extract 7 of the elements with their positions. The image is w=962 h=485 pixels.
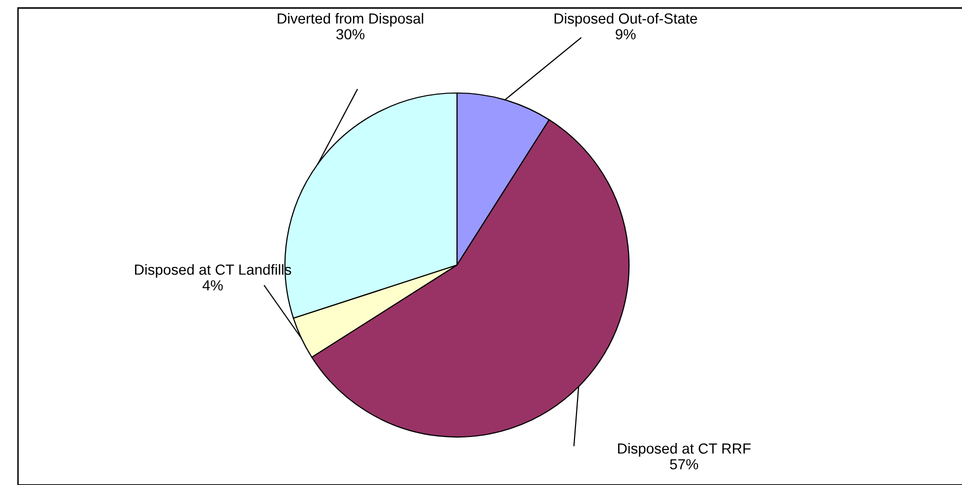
- data-label: 57%: [670, 459, 698, 470]
- slice-label: Disposed Out-of-State: [554, 12, 698, 27]
- data-label: 4%: [202, 280, 223, 290]
- data-label: 30%: [336, 29, 364, 40]
- slice-label: Disposed at CT RRF: [618, 442, 751, 457]
- data-label: 9%: [616, 29, 636, 40]
- slice-label: Diverted from Disposal: [278, 12, 424, 27]
